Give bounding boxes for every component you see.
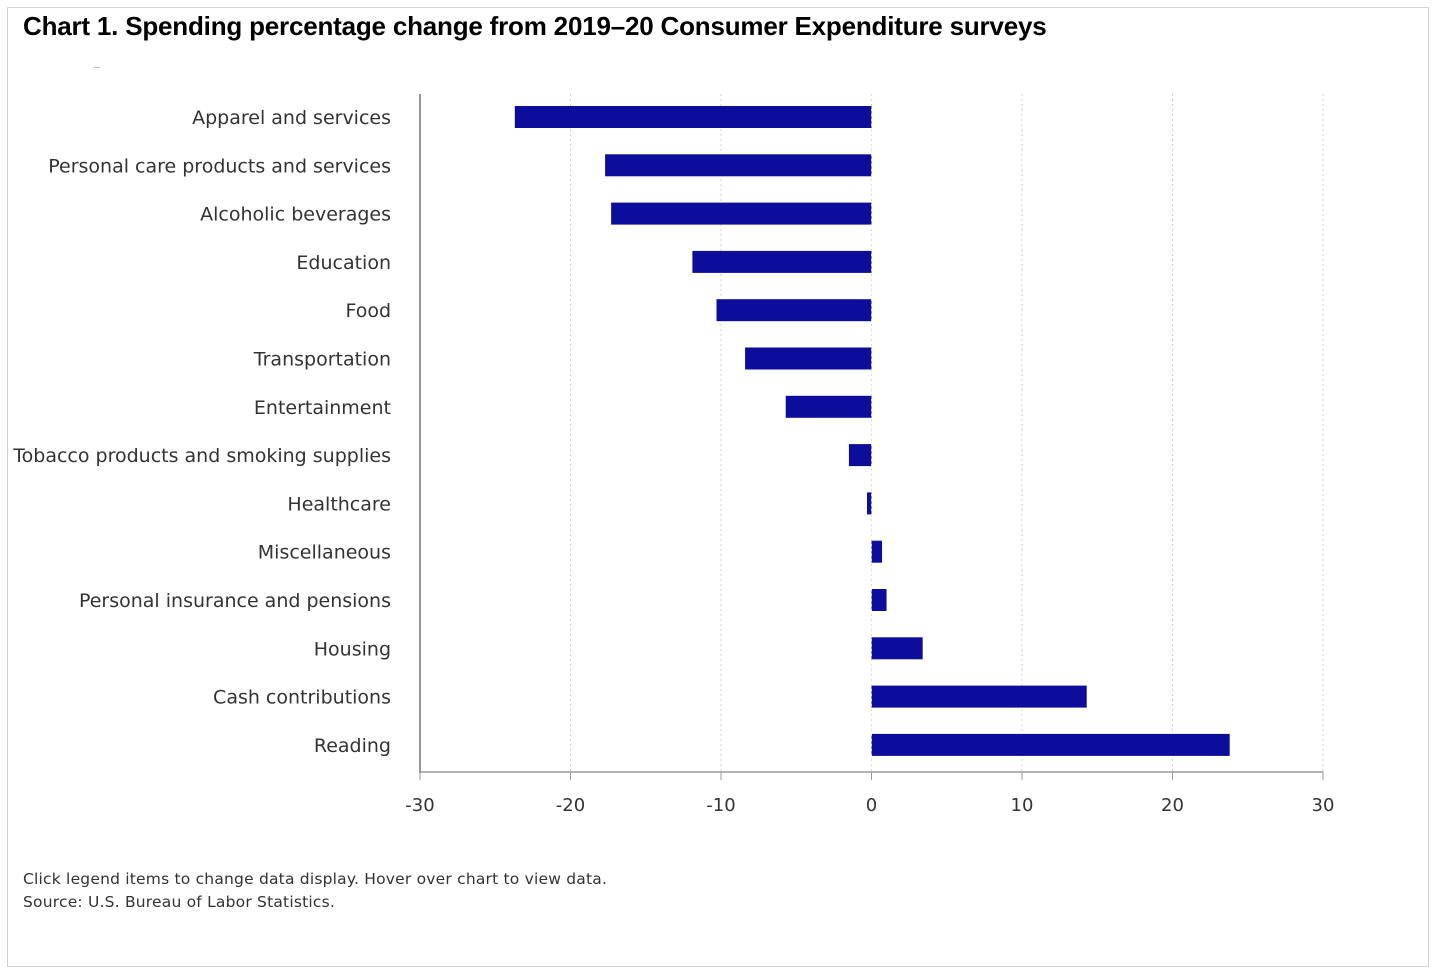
x-tick-label: 20 bbox=[1161, 795, 1184, 816]
bar[interactable] bbox=[605, 154, 872, 177]
bar[interactable] bbox=[871, 685, 1087, 708]
bar[interactable] bbox=[611, 202, 872, 225]
bar-chart[interactable]: -30 -20 -10 0 10 20 30 Apparel and services Pers… bbox=[0, 0, 1432, 860]
category-label: Reading bbox=[314, 735, 391, 757]
bar[interactable] bbox=[692, 250, 872, 273]
category-label: Apparel and services bbox=[192, 107, 391, 129]
category-label: Healthcare bbox=[287, 493, 391, 515]
x-tick-label: -30 bbox=[405, 795, 434, 816]
bar[interactable] bbox=[848, 444, 872, 467]
x-tick-label: 10 bbox=[1011, 795, 1034, 816]
category-label: Transportation bbox=[253, 349, 391, 371]
bar[interactable] bbox=[716, 299, 872, 322]
title-divider bbox=[94, 67, 100, 68]
bar[interactable] bbox=[871, 733, 1230, 756]
bar[interactable] bbox=[871, 589, 887, 611]
chart-title: Chart 1. Spending percentage change from… bbox=[23, 11, 1047, 41]
category-label: Personal care products and services bbox=[48, 155, 391, 177]
category-label: Tobacco products and smoking supplies bbox=[12, 445, 391, 467]
bar[interactable] bbox=[745, 347, 872, 370]
category-label: Food bbox=[345, 300, 391, 322]
chart-instructions: Click legend items to change data displa… bbox=[23, 870, 608, 888]
category-label: Entertainment bbox=[254, 397, 391, 419]
category-label: Housing bbox=[314, 638, 391, 660]
bar[interactable] bbox=[514, 106, 872, 128]
category-label: Alcoholic beverages bbox=[200, 204, 391, 226]
bar[interactable] bbox=[871, 637, 923, 660]
x-tick-label: -20 bbox=[556, 795, 585, 816]
bar[interactable] bbox=[785, 395, 872, 418]
x-tick-label: -10 bbox=[706, 795, 735, 816]
bar[interactable] bbox=[871, 540, 883, 563]
category-label: Personal insurance and pensions bbox=[79, 590, 391, 612]
category-label: Cash contributions bbox=[213, 687, 391, 709]
category-label: Miscellaneous bbox=[258, 542, 391, 564]
x-tick-label: 0 bbox=[866, 795, 877, 816]
x-tick-label: 30 bbox=[1312, 795, 1335, 816]
chart-source: Source: U.S. Bureau of Labor Statistics. bbox=[23, 893, 336, 911]
bar[interactable] bbox=[866, 492, 872, 515]
category-label: Education bbox=[296, 252, 391, 274]
